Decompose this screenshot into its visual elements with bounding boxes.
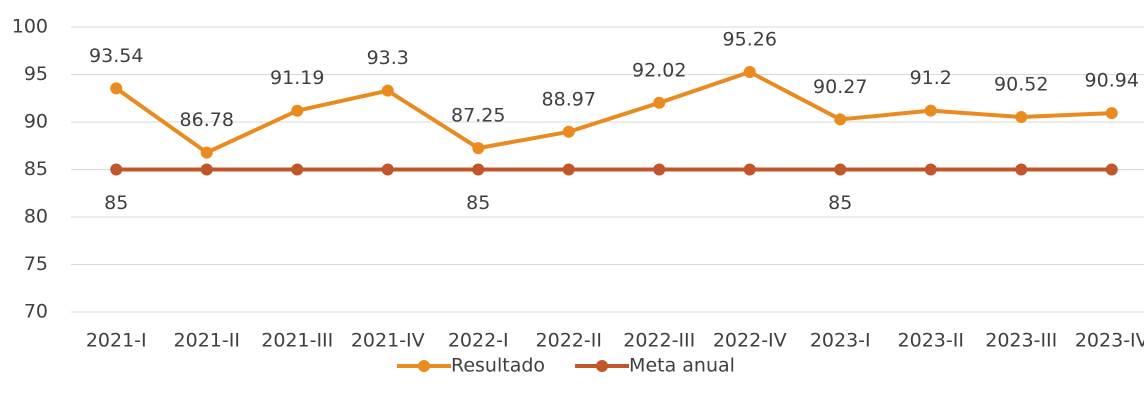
y-tick-label: 90 [24, 111, 48, 133]
point [1105, 163, 1118, 176]
point [924, 163, 937, 176]
y-tick-label: 70 [24, 301, 48, 323]
y-tick-label: 95 [24, 63, 48, 85]
x-tick-label: 2021-IV [351, 330, 425, 352]
point [924, 104, 937, 117]
x-tick-label: 2023-III [985, 330, 1057, 352]
point [562, 125, 575, 138]
y-tick-label: 100 [12, 16, 48, 38]
data-label: 91.19 [270, 67, 324, 89]
data-label: 95.26 [723, 29, 777, 51]
data-label: 85 [104, 192, 128, 214]
point [653, 163, 666, 176]
point [1105, 107, 1118, 120]
point [1015, 163, 1028, 176]
data-label: 85 [466, 192, 490, 214]
series-line [115, 70, 1112, 155]
legend-marker [418, 360, 430, 372]
point [200, 146, 213, 159]
point [1015, 111, 1028, 124]
x-tick-label: 2023-I [810, 330, 871, 352]
point [834, 113, 847, 126]
y-tick-label: 85 [24, 158, 48, 180]
x-tick-label: 2022-I [448, 330, 509, 352]
legend-label: Resultado [451, 355, 545, 377]
y-tick-label: 75 [24, 253, 48, 275]
data-label: 90.52 [994, 74, 1048, 96]
point [562, 163, 575, 176]
data-label: 88.97 [542, 88, 596, 110]
x-tick-label: 2022-III [623, 330, 695, 352]
x-tick-label: 2021-III [261, 330, 333, 352]
point [381, 84, 394, 97]
point [834, 163, 847, 176]
x-tick-label: 2022-II [536, 330, 602, 352]
point [653, 96, 666, 109]
point [110, 163, 123, 176]
point [743, 66, 756, 79]
data-label: 91.2 [910, 67, 952, 89]
point [291, 163, 304, 176]
legend-label: Meta anual [629, 355, 735, 377]
point [472, 142, 485, 155]
data-label: 93.54 [89, 45, 143, 67]
point [743, 163, 756, 176]
data-label: 86.78 [180, 109, 234, 131]
x-tick-label: 2021-I [86, 330, 147, 352]
point [381, 163, 394, 176]
point [472, 163, 485, 176]
data-label: 93.3 [367, 47, 409, 69]
x-tick-label: 2023-IV [1075, 330, 1144, 352]
point [110, 82, 123, 95]
data-label: 90.94 [1085, 70, 1139, 92]
x-tick-label: 2021-II [174, 330, 240, 352]
data-label: 92.02 [632, 59, 686, 81]
data-label: 90.27 [813, 76, 867, 98]
data-label: 85 [828, 192, 852, 214]
data-label: 87.25 [451, 105, 505, 127]
x-tick-label: 2022-IV [713, 330, 787, 352]
legend-marker [596, 360, 609, 372]
x-tick-label: 2023-II [898, 330, 964, 352]
point [200, 163, 213, 176]
y-tick-label: 80 [24, 206, 48, 228]
point [291, 104, 304, 117]
